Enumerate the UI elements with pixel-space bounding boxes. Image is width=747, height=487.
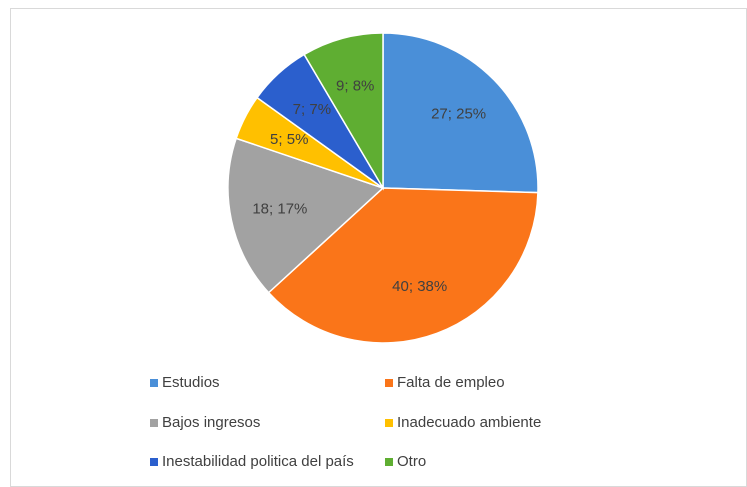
legend-swatch [150,379,158,387]
legend-swatch [150,458,158,466]
legend-label: Inadecuado ambiente [397,414,541,431]
data-label: 5; 5% [270,131,308,148]
legend-swatch [150,419,158,427]
legend-label: Inestabilidad politica del país [162,453,354,470]
pie-slice [267,187,539,344]
pie-slice [382,32,539,194]
data-label: 7; 7% [293,101,331,118]
pie-slice [303,32,384,191]
data-label: 27; 25% [431,106,486,123]
legend-swatch [385,379,393,387]
pie-slice [227,137,385,294]
legend-swatch [385,419,393,427]
legend-swatch [385,458,393,466]
data-label: 40; 38% [392,278,447,295]
legend-label: Falta de empleo [397,374,505,391]
data-label: 9; 8% [336,77,374,94]
legend-label: Estudios [162,374,220,391]
legend-label: Bajos ingresos [162,414,260,431]
legend-label: Otro [397,453,426,470]
data-label: 18; 17% [252,201,307,218]
